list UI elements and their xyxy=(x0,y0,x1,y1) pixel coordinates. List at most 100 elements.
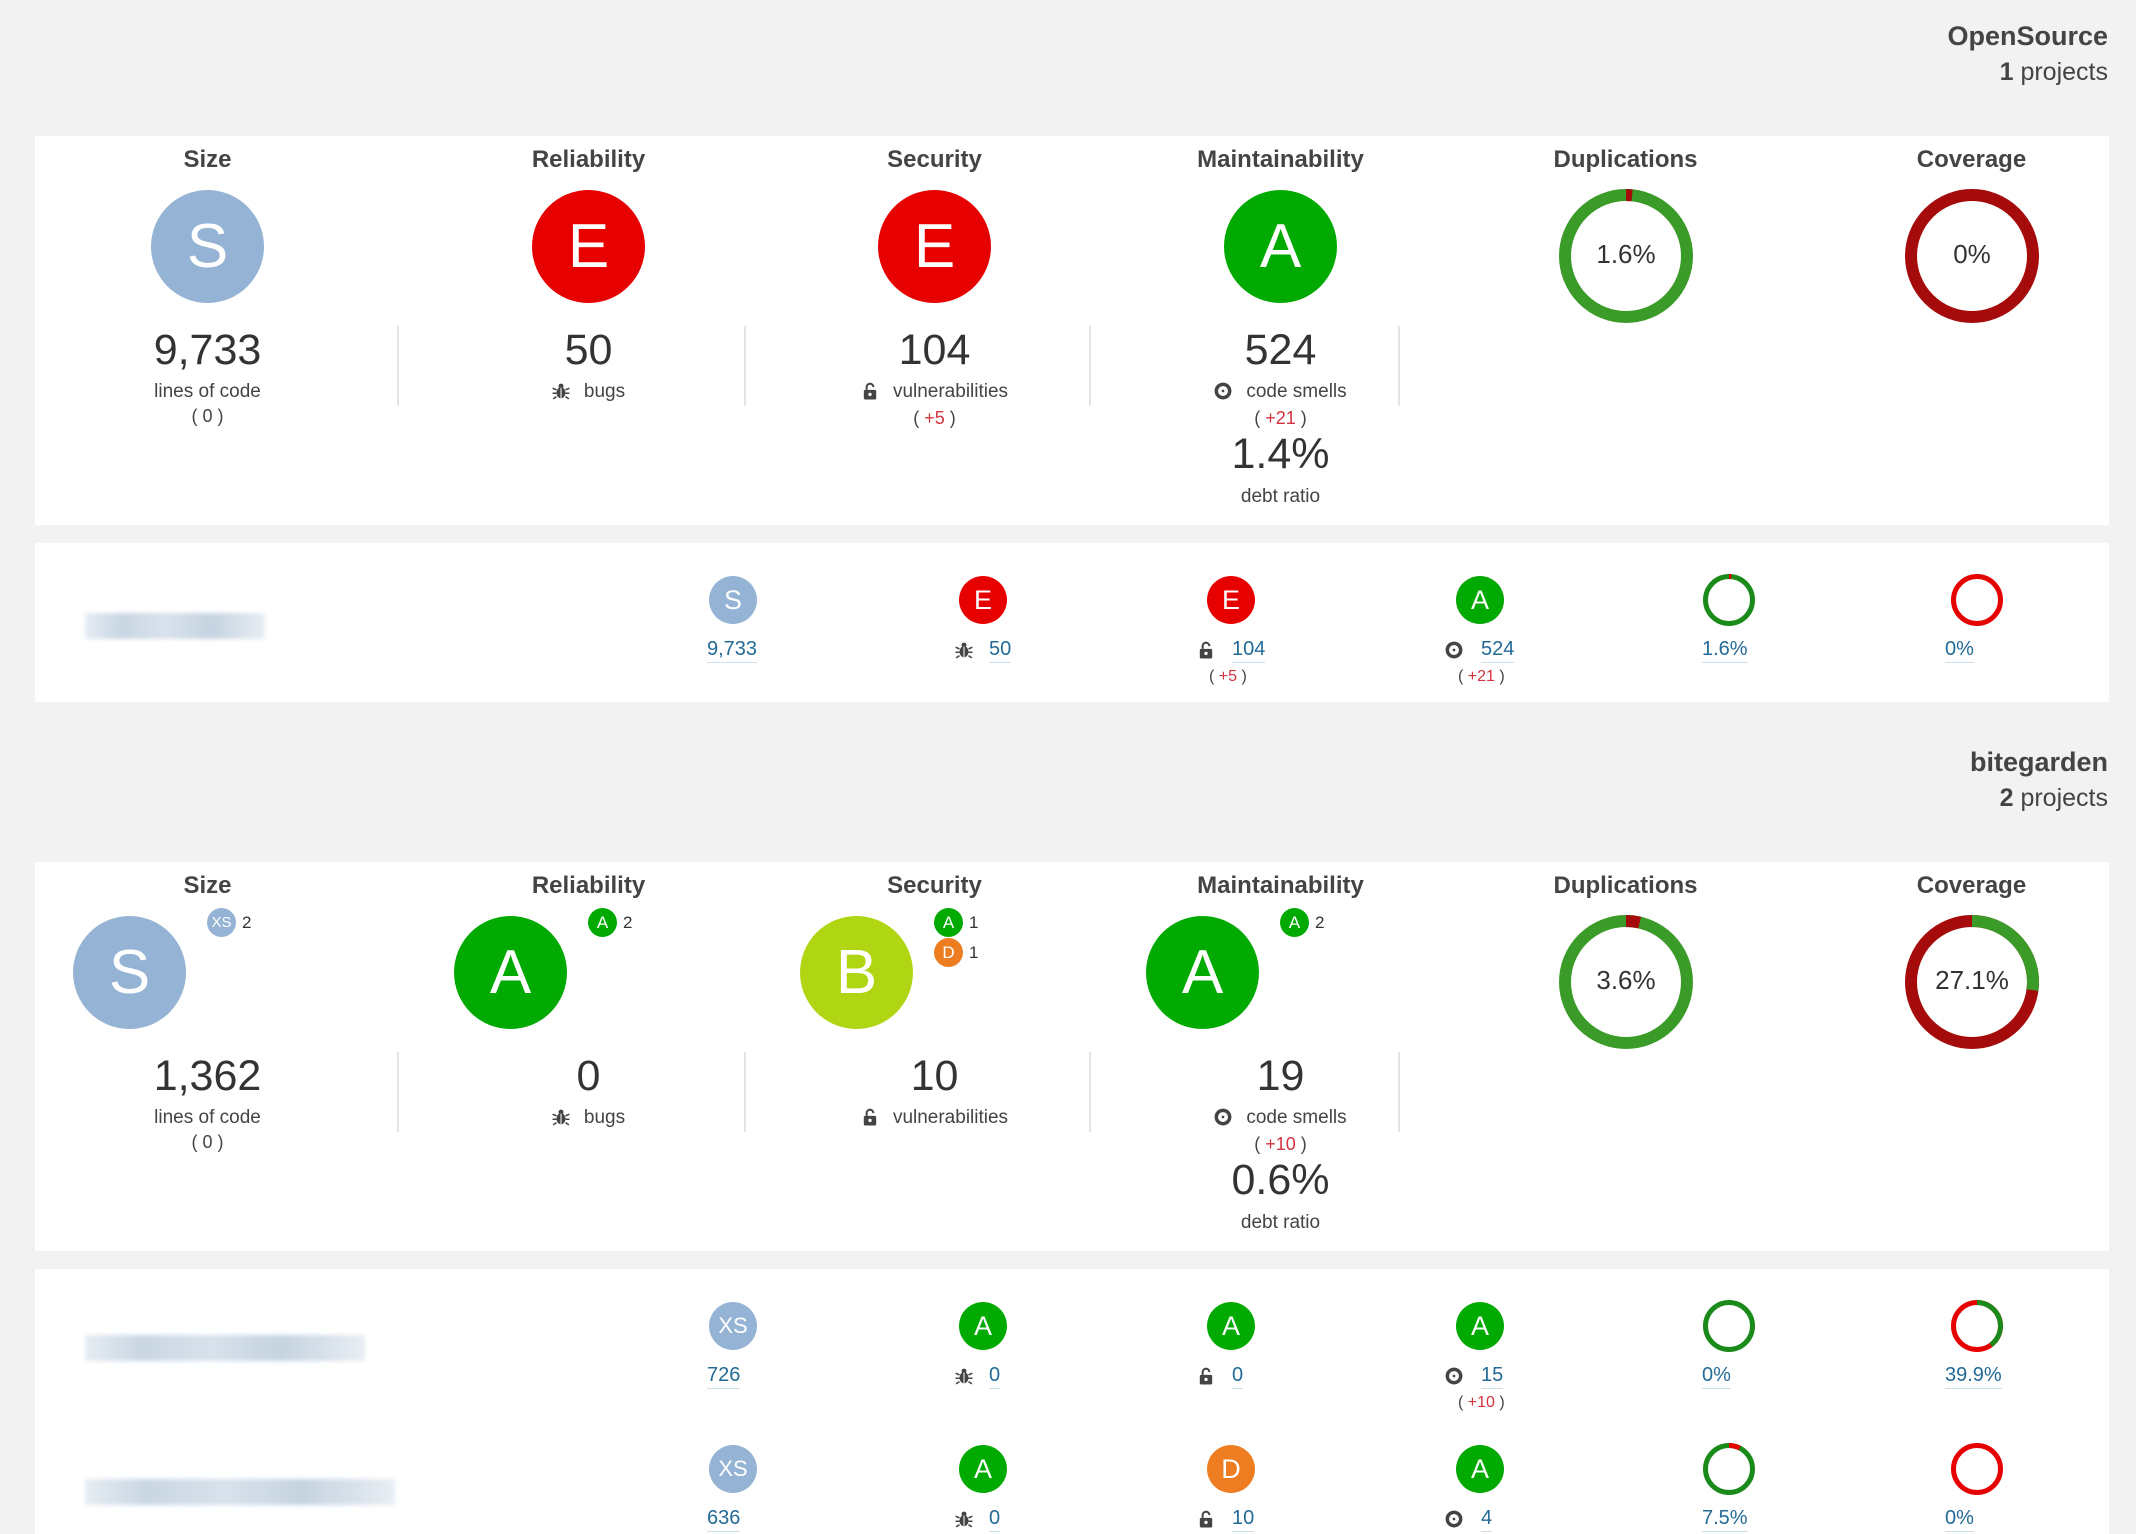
lines-of-code-link[interactable]: 636 xyxy=(707,1505,741,1532)
size-column: Size S XS 2 1,362 lines of code ( 0 ) xyxy=(35,862,380,1251)
duplications-ring-icon[interactable] xyxy=(1702,1442,1756,1496)
duplications-link[interactable]: 0% xyxy=(1702,1362,1731,1389)
coverage-title: Coverage xyxy=(1916,872,2027,899)
delta-value: +10 xyxy=(1265,1134,1296,1154)
lines-of-code-value[interactable]: 1,362 xyxy=(153,1052,262,1100)
rating-dot: D xyxy=(934,938,963,967)
maintainability-rating[interactable]: A xyxy=(1456,1445,1504,1493)
rating-count: 2 xyxy=(1315,912,1325,932)
security-rating[interactable]: B xyxy=(800,916,913,1029)
lines-of-code-value[interactable]: 9,733 xyxy=(153,326,262,374)
duplications-link[interactable]: 7.5% xyxy=(1702,1505,1748,1532)
lines-of-code-link[interactable]: 9,733 xyxy=(707,636,758,663)
project-row: XS 726 A 0 A 0 A 15 ( +10 ) 0% 39.9% xyxy=(35,1299,2109,1422)
duplications-donut[interactable] xyxy=(1558,188,1694,324)
coverage-ring-icon[interactable] xyxy=(1950,573,2004,627)
coverage-donut[interactable] xyxy=(1904,188,2040,324)
code-smells-link[interactable]: 4 xyxy=(1481,1505,1493,1532)
bugs-link[interactable]: 0 xyxy=(989,1362,1001,1389)
duplications-value[interactable]: 3.6% xyxy=(1596,965,1656,995)
project-name-blurred[interactable] xyxy=(85,1479,395,1505)
code-smells-link[interactable]: 524 xyxy=(1481,636,1515,663)
reliability-rating[interactable]: A xyxy=(959,1445,1007,1493)
lock-icon xyxy=(861,382,879,400)
size-title: Size xyxy=(183,146,232,173)
maintainability-rating[interactable]: A xyxy=(1224,190,1337,303)
project-name-blurred[interactable] xyxy=(85,613,265,639)
bugs-value[interactable]: 50 xyxy=(564,326,613,374)
column-divider xyxy=(1089,1052,1091,1132)
security-rating[interactable]: A xyxy=(1207,1302,1255,1350)
coverage-ring-icon[interactable] xyxy=(1950,1442,2004,1496)
vulnerabilities-link[interactable]: 0 xyxy=(1232,1362,1244,1389)
coverage-link[interactable]: 39.9% xyxy=(1945,1362,2002,1389)
maintainability-rating[interactable]: A xyxy=(1456,1302,1504,1350)
coverage-link[interactable]: 0% xyxy=(1945,1505,1974,1532)
duplications-value[interactable]: 1.6% xyxy=(1596,239,1656,269)
lock-icon xyxy=(1197,1367,1215,1385)
rating-dot: A xyxy=(1280,908,1309,937)
group-project-count: 1 projects xyxy=(1947,54,2108,90)
delta-open: ( xyxy=(1254,408,1266,428)
vulnerabilities-value[interactable]: 104 xyxy=(898,326,971,374)
bugs-label: bugs xyxy=(416,381,761,403)
size-rating[interactable]: S xyxy=(709,576,757,624)
project-name-blurred[interactable] xyxy=(85,1335,365,1361)
rating-dot: A xyxy=(934,908,963,937)
duplications-ring-icon[interactable] xyxy=(1702,1299,1756,1353)
lock-icon xyxy=(1197,1510,1215,1528)
group-header: bitegarden 2 projects xyxy=(1970,744,2108,816)
duplications-donut[interactable] xyxy=(1558,914,1694,1050)
column-divider xyxy=(1398,1052,1400,1132)
code-smells-label-text: code smells xyxy=(1246,1107,1347,1128)
reliability-rating[interactable]: E xyxy=(532,190,645,303)
size-rating[interactable]: S xyxy=(151,190,264,303)
vulnerabilities-link[interactable]: 104 xyxy=(1232,636,1266,663)
group-title[interactable]: OpenSource xyxy=(1947,21,2108,51)
lines-of-code-label: lines of code xyxy=(154,1107,261,1128)
maintainability-rating[interactable]: A xyxy=(1456,576,1504,624)
reliability-rating[interactable]: E xyxy=(959,576,1007,624)
size-distribution-badge[interactable]: XS 2 xyxy=(207,908,251,938)
security-rating[interactable]: D xyxy=(1207,1445,1255,1493)
coverage-value[interactable]: 0% xyxy=(1953,239,1991,269)
vulnerabilities-label: vulnerabilities xyxy=(762,381,1107,403)
project-list: XS 726 A 0 A 0 A 15 ( +10 ) 0% 39.9% XS 636 A 0 D 10 A 4 7… xyxy=(35,1269,2109,1534)
maintainability-rating[interactable]: A xyxy=(1146,916,1259,1029)
security-rating[interactable]: E xyxy=(1207,576,1255,624)
code-smells-value[interactable]: 19 xyxy=(1256,1052,1305,1100)
coverage-ring-icon[interactable] xyxy=(1950,1299,2004,1353)
duplications-link[interactable]: 1.6% xyxy=(1702,636,1748,663)
bugs-link[interactable]: 0 xyxy=(989,1505,1001,1532)
bugs-value[interactable]: 0 xyxy=(576,1052,601,1100)
size-rating[interactable]: S xyxy=(73,916,186,1029)
vulnerabilities-link[interactable]: 10 xyxy=(1232,1505,1255,1532)
code-smells-value[interactable]: 524 xyxy=(1244,326,1317,374)
vulnerabilities-value[interactable]: 10 xyxy=(910,1052,959,1100)
project-row: XS 636 A 0 D 10 A 4 7.5% 0% xyxy=(35,1442,2109,1534)
duplications-ring-icon[interactable] xyxy=(1702,573,1756,627)
project-count-label: projects xyxy=(2020,58,2108,86)
reliability-rating[interactable]: A xyxy=(454,916,567,1029)
security-rating[interactable]: E xyxy=(878,190,991,303)
code-smells-link[interactable]: 15 xyxy=(1481,1362,1504,1389)
size-rating[interactable]: XS xyxy=(709,1302,757,1350)
delta-value: +21 xyxy=(1265,408,1296,428)
vulnerabilities-label-text: vulnerabilities xyxy=(892,381,1009,402)
lines-of-code-link[interactable]: 726 xyxy=(707,1362,741,1389)
debt-ratio-value[interactable]: 1.4% xyxy=(1231,430,1330,478)
coverage-link[interactable]: 0% xyxy=(1945,636,1974,663)
reliability-rating[interactable]: A xyxy=(959,1302,1007,1350)
coverage-value[interactable]: 27.1% xyxy=(1935,965,2009,995)
size-rating[interactable]: XS xyxy=(709,1445,757,1493)
lines-of-code-delta: ( 0 ) xyxy=(191,1132,224,1152)
group-title[interactable]: bitegarden xyxy=(1969,747,2108,777)
debt-ratio-value[interactable]: 0.6% xyxy=(1231,1156,1330,1204)
bugs-link[interactable]: 50 xyxy=(989,636,1012,663)
coverage-donut[interactable] xyxy=(1904,914,2040,1050)
